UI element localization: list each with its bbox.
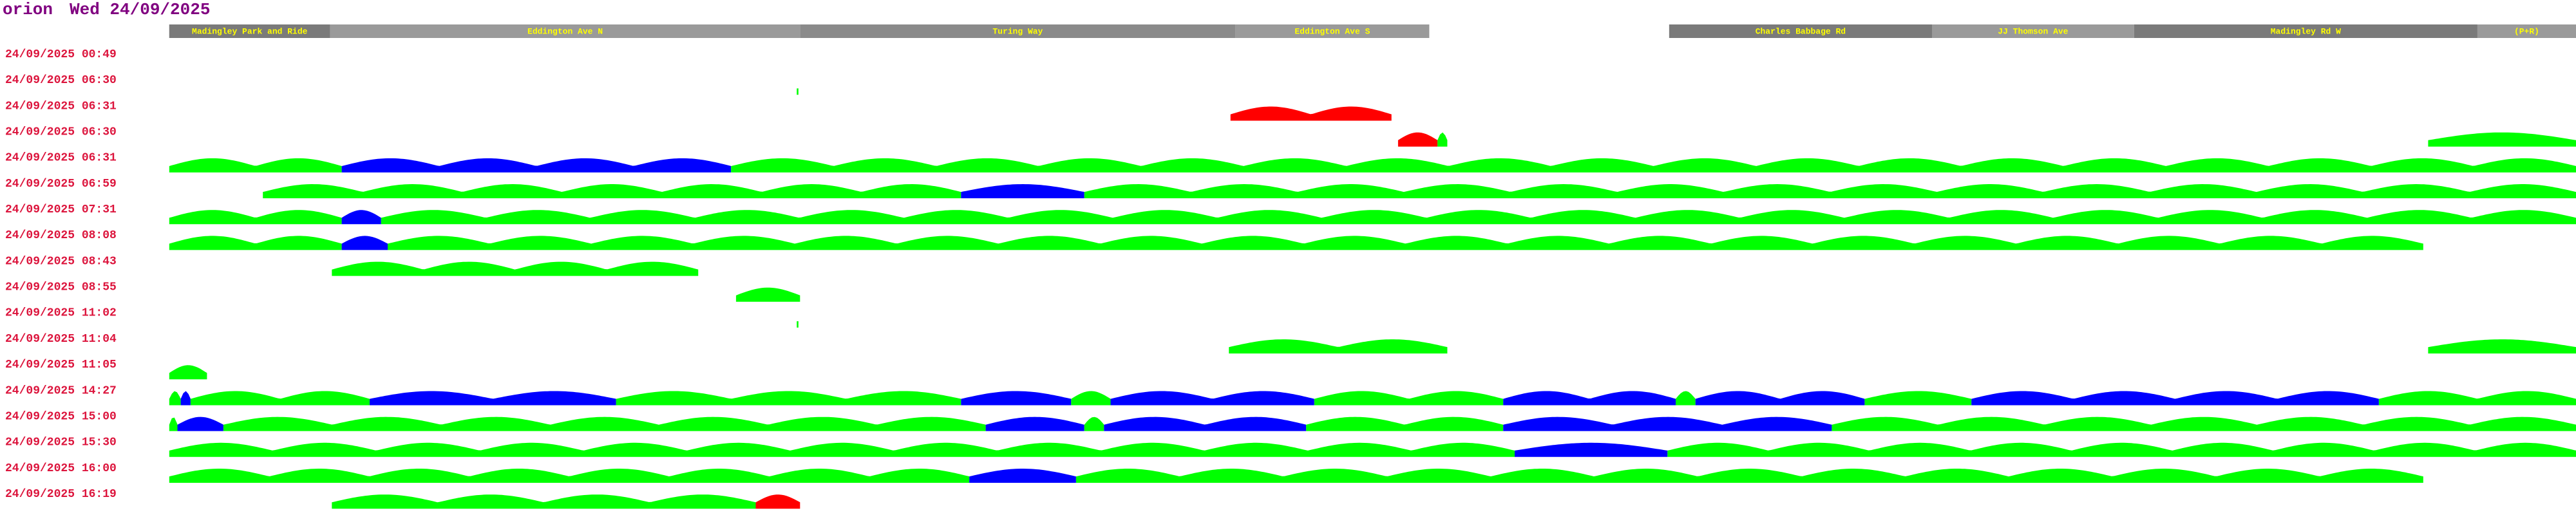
- journey-shape: [1306, 417, 1504, 431]
- journey-shape: [177, 417, 223, 431]
- journey-timestamp: 24/09/2025 15:00: [5, 410, 117, 423]
- journey-shape: [1104, 417, 1307, 431]
- journey-shape: [1667, 442, 2576, 457]
- road-segment-label: JJ Thomson Ave: [1998, 26, 2068, 36]
- journey-shape: [370, 391, 616, 406]
- journey-shape: [381, 210, 2576, 225]
- journey-shape: [616, 391, 961, 406]
- journey-shape: [169, 210, 342, 225]
- journey-shape: [1503, 391, 1676, 406]
- journey-shape: [1084, 417, 1104, 431]
- journey-shape: [169, 469, 970, 483]
- journey-shape: [190, 391, 370, 406]
- journey-shape: [169, 158, 342, 173]
- road-segment-label: Charles Babbage Rd: [1756, 26, 1846, 36]
- date-title: Wed 24/09/2025: [70, 0, 210, 19]
- journey-shape: [341, 236, 388, 250]
- journey-shape: [1071, 391, 1111, 406]
- journey-shape: [1503, 417, 1832, 431]
- journey-timestamp: 24/09/2025 11:02: [5, 307, 117, 320]
- road-segment-label: Madingley Park and Ride: [192, 26, 308, 36]
- journey-shape: [1397, 132, 1438, 147]
- journey-shape: [341, 210, 381, 225]
- journey-shape: [1864, 391, 1972, 406]
- road-segment-label: Eddington Ave S: [1294, 26, 1370, 36]
- journey-timestamp: 24/09/2025 06:31: [5, 100, 117, 113]
- journey-shape: [223, 417, 986, 431]
- journey-shape: [332, 494, 756, 509]
- journey-timestamp: 24/09/2025 06:30: [5, 126, 117, 138]
- journey-shape: [341, 158, 732, 173]
- road-segment-label: Madingley Rd W: [2271, 26, 2341, 36]
- road-segment-label: Turing Way: [992, 26, 1043, 36]
- journey-shape: [2428, 339, 2576, 354]
- journey-timestamp: 24/09/2025 15:30: [5, 436, 117, 449]
- journey-shape: [731, 158, 2576, 173]
- road-segment: [1235, 24, 1430, 38]
- road-segment: [169, 24, 330, 38]
- journey-shape: [263, 184, 961, 198]
- journey-timestamp: 24/09/2025 16:00: [5, 462, 117, 475]
- journey-shape: [169, 442, 1515, 457]
- journey-shape: [2378, 391, 2576, 406]
- journey-shape: [180, 391, 191, 406]
- journey-timestamp: 24/09/2025 06:30: [5, 74, 117, 87]
- journey-shape: [169, 365, 207, 380]
- journey-timestamp: 24/09/2025 06:59: [5, 178, 117, 191]
- journey-timestamp: 24/09/2025 06:31: [5, 152, 117, 165]
- journey-shape: [969, 469, 1076, 483]
- journey-shape: [961, 391, 1072, 406]
- journey-shape: [1971, 391, 2379, 406]
- journey-shape: [332, 261, 699, 276]
- journey-shape: [1437, 132, 1448, 147]
- road-segment: [2477, 24, 2576, 38]
- journey-shape: [1084, 184, 2576, 198]
- journey-timestamp: 24/09/2025 11:05: [5, 359, 117, 371]
- journey-shape: [985, 417, 1084, 431]
- journey-shape: [1695, 391, 1865, 406]
- journey-shape: [169, 417, 178, 431]
- road-segment: [800, 24, 1236, 38]
- journey-shape: [1314, 391, 1504, 406]
- journey-timestamp: 24/09/2025 14:27: [5, 384, 117, 397]
- journey-shape: [1110, 391, 1314, 406]
- journey-shape: [797, 88, 799, 95]
- host-name: orion: [3, 0, 53, 19]
- journey-shape: [1230, 106, 1392, 121]
- journey-timestamp: 24/09/2025 16:19: [5, 488, 117, 501]
- journey-timestamp: 24/09/2025 11:04: [5, 333, 117, 346]
- journey-shape: [797, 321, 799, 328]
- journey-shape: [755, 494, 800, 509]
- journey-timestamp: 24/09/2025 08:08: [5, 229, 117, 242]
- journey-timestamp: 24/09/2025 00:49: [5, 48, 117, 61]
- road-segment: [2134, 24, 2477, 38]
- road-segment-label: (P+R): [2514, 26, 2539, 36]
- road-segment-label: Eddington Ave N: [527, 26, 603, 36]
- journey-shape: [2428, 132, 2576, 147]
- journey-shape: [1515, 442, 1668, 457]
- road-segment: [1669, 24, 1932, 38]
- journey-shape: [388, 236, 2423, 250]
- journey-shape: [1832, 417, 2576, 431]
- road-segment: [1932, 24, 2134, 38]
- journey-shape: [1229, 339, 1448, 354]
- journey-shape: [961, 184, 1084, 198]
- road-segment: [330, 24, 800, 38]
- journey-shape: [1676, 391, 1696, 406]
- journey-shape: [169, 391, 181, 406]
- journey-timestamp: 24/09/2025 07:31: [5, 203, 117, 216]
- journey-shape: [735, 287, 800, 302]
- journey-timestamp: 24/09/2025 08:55: [5, 281, 117, 294]
- journey-shape: [169, 236, 342, 250]
- journey-shape: [1075, 469, 2423, 483]
- journey-timestamp: 24/09/2025 08:43: [5, 255, 117, 268]
